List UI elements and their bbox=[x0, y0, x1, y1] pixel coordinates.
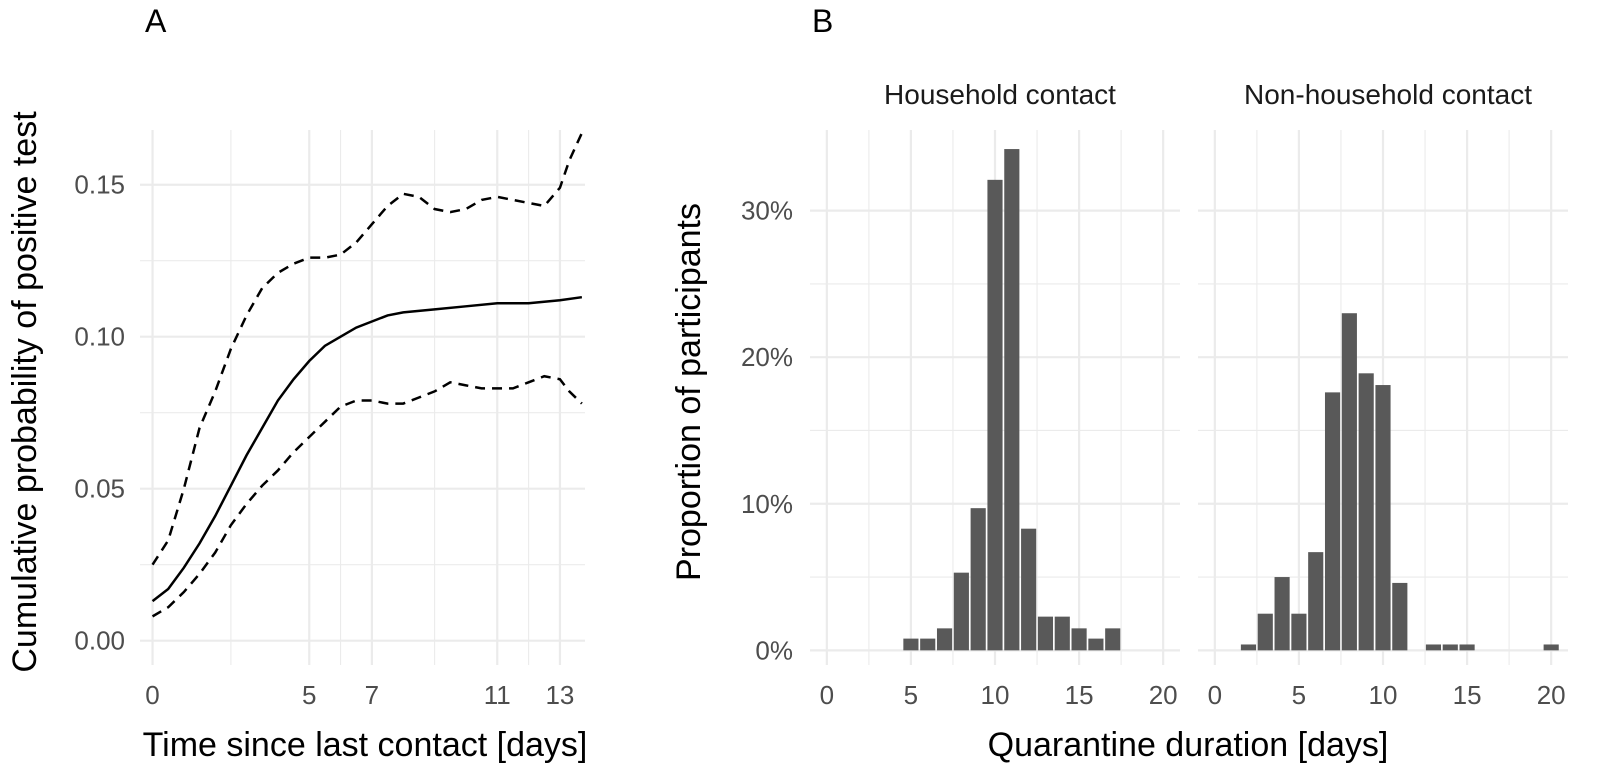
facet-non-household-bar bbox=[1324, 392, 1341, 651]
facet-non-household-bar bbox=[1442, 644, 1458, 651]
panel-a-x-tick-label: 5 bbox=[302, 680, 316, 710]
facet-non-household-bar bbox=[1274, 577, 1290, 651]
facet-household-bar bbox=[1088, 638, 1104, 651]
facet-non-household-x-tick-labels: 0 5 10 15 20 bbox=[1208, 680, 1566, 710]
facet-household-bar bbox=[987, 179, 1003, 651]
panel-b-y-tick-labels: 0% 10% 20% 30% bbox=[741, 196, 793, 666]
panel-a-y-tick-label: 0.05 bbox=[74, 474, 125, 504]
facet-household-bar bbox=[970, 508, 986, 651]
panel-a-letter: A bbox=[145, 3, 167, 39]
facet-non-household-bars bbox=[1240, 313, 1559, 651]
panel-a-y-tick-label: 0.10 bbox=[74, 322, 125, 352]
facet-household-x-tick-label: 15 bbox=[1065, 680, 1094, 710]
estimate-line bbox=[151, 295, 583, 603]
facet-household-bar bbox=[1054, 616, 1070, 651]
facet-household: Household contact 0 5 10 15 20 bbox=[810, 79, 1180, 710]
panel-b-letter: B bbox=[812, 3, 833, 39]
facet-household-x-tick-label: 10 bbox=[981, 680, 1010, 710]
facet-non-household-bar bbox=[1392, 582, 1408, 651]
facet-household-strip-label: Household contact bbox=[884, 79, 1116, 110]
facet-non-household-bar bbox=[1341, 313, 1357, 651]
panel-b-y-tick-label: 0% bbox=[755, 635, 793, 665]
facet-household-x-tick-label: 0 bbox=[820, 680, 834, 710]
panel-a-x-axis-title: Time since last contact [days] bbox=[143, 726, 588, 764]
facet-non-household-x-tick-label: 15 bbox=[1453, 680, 1482, 710]
facet-non-household-x-tick-label: 5 bbox=[1292, 680, 1306, 710]
facet-non-household-x-tick-label: 0 bbox=[1208, 680, 1222, 710]
panel-a-x-tick-label: 13 bbox=[545, 680, 574, 710]
facet-non-household-bar bbox=[1308, 552, 1324, 651]
facet-non-household-bar bbox=[1543, 644, 1559, 651]
facet-household-bar bbox=[903, 638, 919, 651]
facet-household-bar bbox=[1105, 628, 1121, 651]
facet-household-x-tick-labels: 0 5 10 15 20 bbox=[820, 680, 1178, 710]
panel-a-y-tick-label: 0.00 bbox=[74, 626, 125, 656]
facet-household-bar bbox=[1021, 528, 1037, 651]
facet-non-household-bar bbox=[1257, 613, 1273, 651]
lower-bound-line bbox=[151, 374, 583, 618]
panel-a-y-axis-title: Cumulative probability of positive test bbox=[6, 111, 44, 673]
facet-household-bar bbox=[920, 638, 936, 651]
panel-b-x-axis-title: Quarantine duration [days] bbox=[988, 726, 1389, 764]
panel-a-series bbox=[151, 132, 584, 618]
facet-household-bar bbox=[1037, 616, 1054, 651]
facet-non-household-bar bbox=[1358, 373, 1374, 651]
panel-b-y-tick-label: 10% bbox=[741, 489, 793, 519]
facet-household-bars bbox=[903, 149, 1121, 651]
panel-a: A 0.00 0.05 0.10 0.15 0 5 7 11 13 Time since la… bbox=[6, 3, 587, 764]
facet-household-bar bbox=[1071, 628, 1087, 651]
panel-a-x-tick-label: 11 bbox=[484, 680, 511, 710]
facet-household-bar bbox=[1004, 149, 1020, 651]
panel-b: B Household contact 0 5 10 15 20 Non-househo… bbox=[670, 3, 1568, 764]
facet-household-x-tick-label: 5 bbox=[904, 680, 918, 710]
facet-household-bar bbox=[936, 628, 953, 651]
panel-a-y-tick-label: 0.15 bbox=[74, 170, 125, 200]
panel-b-y-tick-label: 20% bbox=[741, 342, 793, 372]
facet-non-household-bar bbox=[1459, 644, 1475, 651]
panel-b-y-tick-label: 30% bbox=[741, 196, 793, 226]
panel-a-x-tick-labels: 0 5 7 11 13 bbox=[145, 680, 574, 710]
facet-non-household: Non-household contact 0 5 10 15 20 bbox=[1198, 79, 1568, 710]
panel-a-major-grid bbox=[140, 130, 585, 665]
facet-non-household-strip-label: Non-household contact bbox=[1244, 79, 1532, 110]
facet-non-household-bar bbox=[1291, 613, 1307, 651]
panel-a-minor-grid bbox=[140, 130, 585, 665]
facet-household-x-tick-label: 20 bbox=[1149, 680, 1178, 710]
panel-a-x-tick-label: 0 bbox=[145, 680, 159, 710]
panel-a-y-tick-labels: 0.00 0.05 0.10 0.15 bbox=[74, 170, 125, 656]
panel-b-y-axis-title: Proportion of participants bbox=[670, 203, 708, 581]
facet-household-bar bbox=[953, 572, 969, 651]
facet-non-household-bar bbox=[1240, 644, 1257, 651]
facet-non-household-x-tick-label: 20 bbox=[1537, 680, 1566, 710]
facet-non-household-bar bbox=[1425, 644, 1442, 651]
facet-non-household-bar bbox=[1375, 385, 1391, 651]
upper-bound-line bbox=[151, 132, 584, 566]
panel-a-x-tick-label: 7 bbox=[365, 680, 379, 710]
facet-non-household-x-tick-label: 10 bbox=[1369, 680, 1398, 710]
